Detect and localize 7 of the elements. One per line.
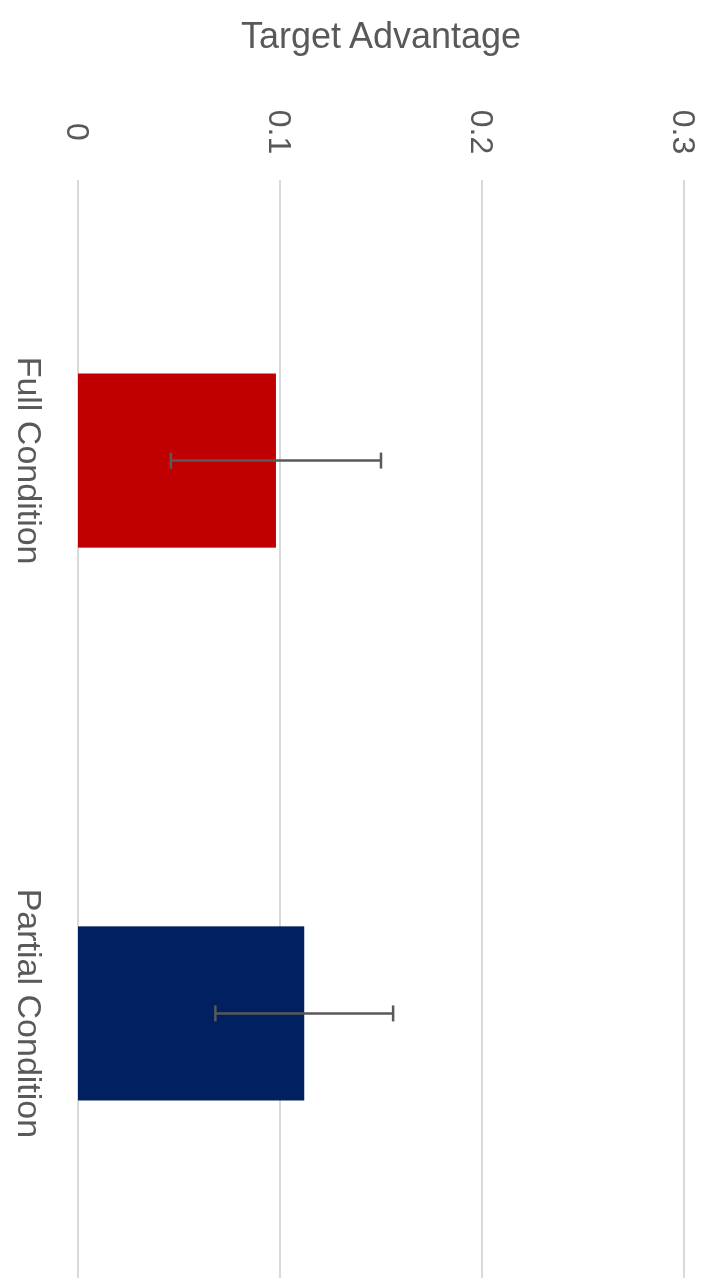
- y-tick-label: Partial Condition: [11, 888, 49, 1139]
- x-tick-label: 0: [60, 123, 96, 141]
- x-tick-label: 0.3: [666, 109, 702, 155]
- x-axis-title: Target Advantage: [240, 15, 522, 56]
- y-tick-label: Full Condition: [11, 356, 49, 565]
- x-tick-label: 0.2: [464, 109, 500, 155]
- x-tick-label: 0.1: [262, 109, 298, 155]
